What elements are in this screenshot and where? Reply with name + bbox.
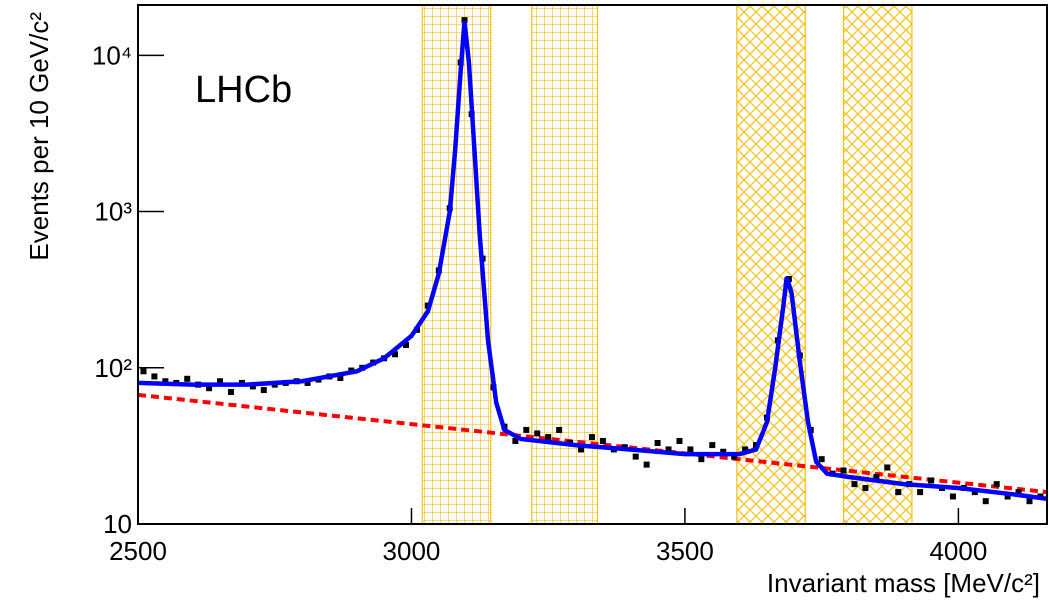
data-point: [993, 481, 1000, 488]
y-tick-label: 10: [103, 509, 132, 539]
y-tick-label: 10²: [94, 353, 132, 383]
data-point: [1026, 498, 1033, 505]
x-tick-label: 2500: [109, 536, 167, 566]
data-point: [1015, 489, 1022, 496]
data-point: [742, 446, 749, 453]
x-axis-label: Invariant mass [MeV/c²]: [767, 568, 1040, 598]
data-point: [162, 378, 169, 385]
data-point: [523, 426, 530, 433]
data-point: [184, 375, 191, 382]
y-axis-label: Events per 10 GeV/c²: [24, 12, 54, 261]
data-point: [392, 351, 399, 358]
y-tick-label: 10⁴: [92, 40, 132, 70]
data-point: [873, 473, 880, 480]
data-point: [402, 341, 409, 348]
x-tick-label: 3000: [383, 536, 441, 566]
data-point: [720, 448, 727, 455]
data-point: [632, 453, 639, 460]
data-point: [534, 430, 541, 437]
data-point: [917, 489, 924, 496]
data-point: [599, 437, 606, 444]
data-point: [818, 456, 825, 463]
region: [736, 5, 806, 524]
background-fit: [138, 392, 1047, 495]
data-point: [578, 446, 585, 453]
data-point: [545, 434, 552, 441]
data-point: [687, 446, 694, 453]
data-point: [851, 481, 858, 488]
x-tick-label: 4000: [929, 536, 987, 566]
region-edge: [842, 5, 913, 524]
region-edge: [736, 5, 806, 524]
data-point: [304, 379, 311, 386]
region: [843, 5, 912, 524]
data-point: [260, 387, 267, 394]
annotation: LHCb: [195, 69, 292, 111]
data-point: [928, 477, 935, 484]
data-point: [698, 456, 705, 463]
data-point: [862, 484, 869, 491]
region: [422, 5, 491, 524]
data-point: [140, 368, 147, 375]
data-point: [556, 426, 563, 433]
data-point: [1004, 493, 1011, 500]
regions: [421, 5, 913, 524]
data-point: [982, 498, 989, 505]
data-point: [949, 493, 956, 500]
data-point: [676, 437, 683, 444]
data-point: [643, 461, 650, 468]
x-tick-label: 3500: [656, 536, 714, 566]
y-tick-label: 10³: [94, 197, 132, 227]
data-point: [217, 378, 224, 385]
data-point: [895, 489, 902, 496]
data-point: [654, 439, 661, 446]
region-edge: [421, 5, 492, 524]
data-point: [206, 385, 213, 392]
data-point: [884, 464, 891, 471]
data-point: [840, 467, 847, 474]
plot-area: [138, 17, 1047, 505]
data-point: [665, 446, 672, 453]
data-point: [512, 437, 519, 444]
data-point: [151, 373, 158, 380]
data-point: [461, 17, 468, 24]
data-point: [731, 453, 738, 460]
data-point: [337, 375, 344, 382]
data-point: [588, 434, 595, 441]
plot-frame: [137, 4, 1048, 525]
total-fit: [138, 21, 1047, 502]
data-point: [227, 388, 234, 395]
data-point: [709, 442, 716, 449]
